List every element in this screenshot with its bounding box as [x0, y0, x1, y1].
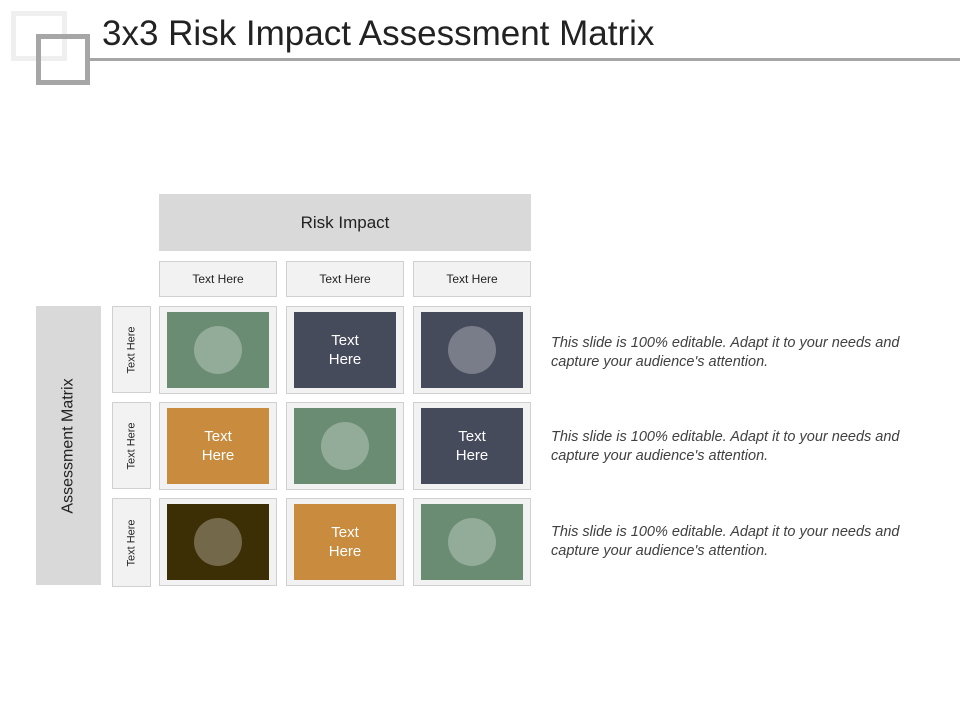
tile — [294, 408, 396, 484]
title-underline — [90, 58, 960, 61]
matrix-cell-r1c2: Text Here — [286, 306, 404, 394]
column-header-label: Text Here — [192, 272, 244, 286]
column-header-3: Text Here — [413, 261, 531, 297]
tile — [421, 504, 523, 580]
matrix-cell-r2c2 — [286, 402, 404, 490]
row-description-1: This slide is 100% editable. Adapt it to… — [551, 335, 900, 370]
row-header-3: Text Here — [112, 498, 151, 587]
tile-label: Text Here — [328, 332, 362, 368]
logo-square-front — [36, 34, 90, 85]
circle-icon — [321, 422, 369, 470]
row-header-label: Text Here — [125, 325, 138, 374]
matrix-cell-r1c3 — [413, 306, 531, 394]
column-header-1: Text Here — [159, 261, 277, 297]
column-header-2: Text Here — [286, 261, 404, 297]
tile — [167, 312, 269, 388]
circle-icon — [194, 326, 242, 374]
matrix-cell-r3c2: Text Here — [286, 498, 404, 586]
assessment-matrix-label: Assessment Matrix — [59, 377, 77, 514]
circle-icon — [448, 518, 496, 566]
tile: Text Here — [294, 312, 396, 388]
tile: Text Here — [421, 408, 523, 484]
matrix-cell-r1c1 — [159, 306, 277, 394]
matrix-cell-r2c3: Text Here — [413, 402, 531, 490]
row-header-2: Text Here — [112, 402, 151, 489]
column-header-label: Text Here — [446, 272, 498, 286]
assessment-matrix-band: Assessment Matrix — [36, 306, 101, 585]
risk-impact-band: Risk Impact — [159, 194, 531, 251]
row-description-2: This slide is 100% editable. Adapt it to… — [551, 429, 900, 464]
circle-icon — [194, 518, 242, 566]
tile — [421, 312, 523, 388]
row-header-label: Text Here — [125, 518, 138, 567]
tile — [167, 504, 269, 580]
tile-label: Text Here — [455, 428, 489, 464]
tile-label: Text Here — [201, 428, 235, 464]
column-header-label: Text Here — [319, 272, 371, 286]
tile-label: Text Here — [328, 524, 362, 560]
slide-title: 3x3 Risk Impact Assessment Matrix — [102, 14, 655, 53]
tile: Text Here — [294, 504, 396, 580]
row-description-3: This slide is 100% editable. Adapt it to… — [551, 524, 900, 559]
row-header-1: Text Here — [112, 306, 151, 393]
row-header-label: Text Here — [125, 421, 138, 470]
matrix-cell-r2c1: Text Here — [159, 402, 277, 490]
circle-icon — [448, 326, 496, 374]
matrix-cell-r3c3 — [413, 498, 531, 586]
matrix-cell-r3c1 — [159, 498, 277, 586]
risk-impact-label: Risk Impact — [300, 212, 390, 232]
tile: Text Here — [167, 408, 269, 484]
